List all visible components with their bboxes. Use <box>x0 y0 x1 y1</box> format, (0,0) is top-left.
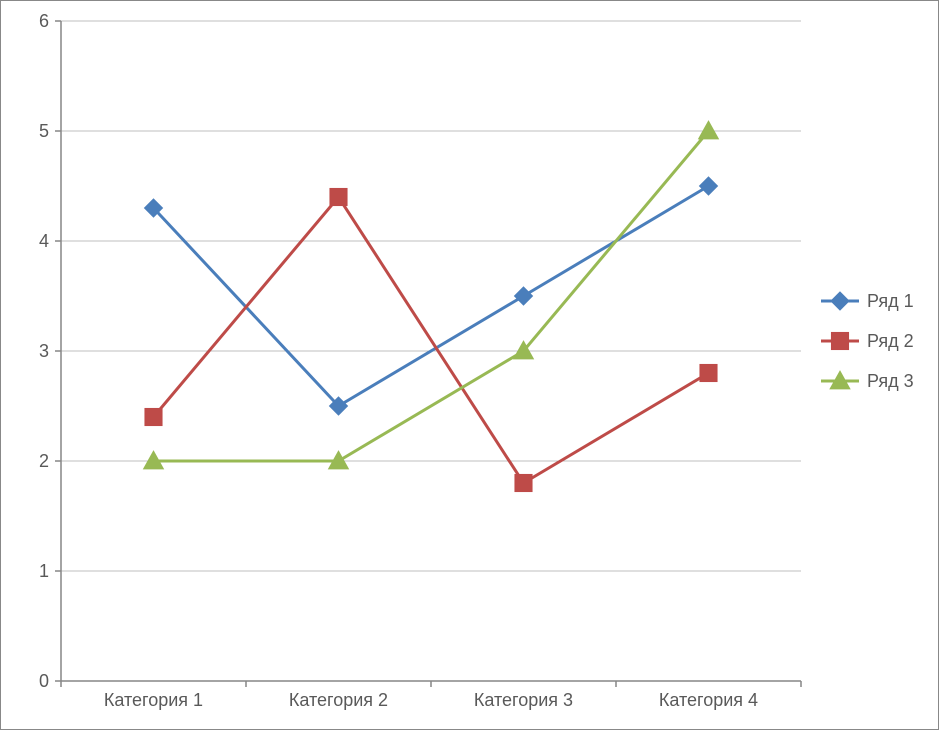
y-tick-label: 0 <box>39 671 49 691</box>
chart-svg: 0 1 2 3 4 5 6 Категория 1 Категория 2 Категория 3… <box>1 1 939 731</box>
series-line <box>154 186 709 406</box>
series-marker <box>145 408 162 425</box>
series-marker <box>515 287 533 305</box>
x-tick-label: Категория 1 <box>104 690 203 710</box>
y-tick-label: 2 <box>39 451 49 471</box>
y-tick-label: 1 <box>39 561 49 581</box>
chart-container: 0 1 2 3 4 5 6 Категория 1 Категория 2 Категория 3… <box>0 0 939 730</box>
y-tick-label: 5 <box>39 121 49 141</box>
legend-label: Ряд 3 <box>867 371 914 391</box>
series-marker <box>330 188 347 205</box>
y-tick-label: 4 <box>39 231 49 251</box>
legend-label: Ряд 1 <box>867 291 914 311</box>
series-line <box>154 197 709 483</box>
legend-marker <box>831 292 849 310</box>
x-tick-label: Категория 3 <box>474 690 573 710</box>
series-marker <box>699 121 719 139</box>
x-tick-label: Категория 4 <box>659 690 758 710</box>
series-marker <box>700 177 718 195</box>
series-marker <box>515 474 532 491</box>
x-tick-label: Категория 2 <box>289 690 388 710</box>
legend-label: Ряд 2 <box>867 331 914 351</box>
series-marker <box>700 364 717 381</box>
y-tick-label: 3 <box>39 341 49 361</box>
y-tick-label: 6 <box>39 11 49 31</box>
legend-marker <box>831 332 848 349</box>
